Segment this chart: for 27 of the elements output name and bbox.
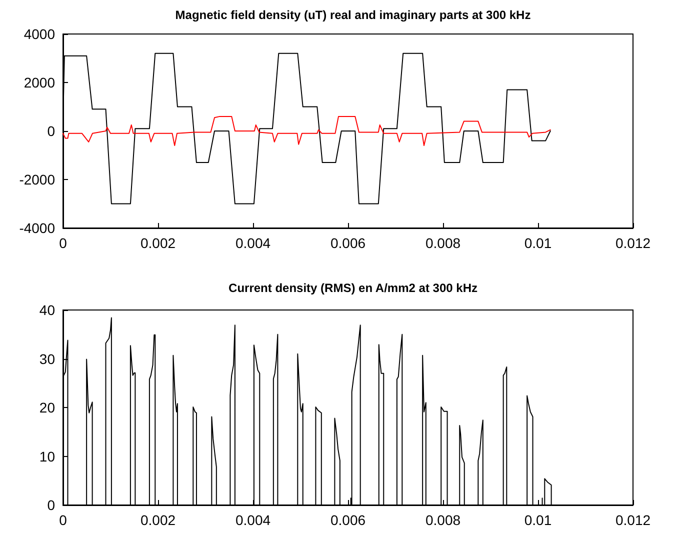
y-tick-label: -4000	[19, 220, 56, 236]
y-tick-label: 10	[39, 448, 56, 464]
y-tick-label: 2000	[24, 74, 56, 90]
y-tick-label: 20	[39, 400, 56, 416]
chart-title: Magnetic field density (uT) real and imaginary parts at 300 kHz	[175, 8, 531, 22]
y-tick-label: 0	[47, 497, 56, 513]
x-tick-label: 0.008	[425, 512, 461, 528]
y-tick-label: -2000	[19, 172, 56, 188]
x-tick-label: 0.01	[524, 235, 552, 251]
chart-title: Current density (RMS) en A/mm2 at 300 kHz	[228, 281, 478, 295]
x-tick-label: 0	[59, 235, 68, 251]
y-tick-label: 30	[39, 350, 56, 367]
x-tick-label: 0.002	[140, 512, 176, 528]
x-tick-label: 0.002	[140, 235, 176, 251]
x-tick-label: 0.004	[235, 512, 271, 528]
x-tick-label: 0.008	[425, 235, 461, 251]
x-tick-label: 0	[59, 512, 68, 528]
y-tick-label: 0	[47, 123, 56, 139]
x-tick-label: 0.006	[330, 235, 366, 251]
y-tick-label: 40	[39, 302, 56, 318]
x-tick-label: 0.006	[330, 512, 366, 528]
x-tick-label: 0.012	[615, 512, 651, 528]
x-tick-label: 0.004	[235, 235, 271, 251]
y-tick-label: 4000	[24, 26, 56, 42]
line-series	[62, 116, 551, 146]
x-tick-label: 0.01	[524, 512, 552, 528]
x-tick-label: 0.012	[615, 235, 651, 251]
